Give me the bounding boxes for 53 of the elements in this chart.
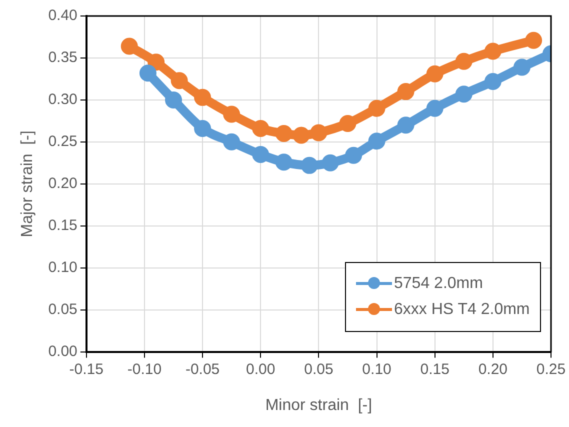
x-tick-label: 0.10 <box>362 360 392 378</box>
point <box>339 114 356 132</box>
point <box>345 146 362 164</box>
legend-label: 6xxx HS T4 2.0mm <box>394 300 530 319</box>
point <box>368 100 386 117</box>
x-tick-label: 0.20 <box>478 360 508 378</box>
x-tick-label: 0.25 <box>536 360 566 378</box>
y-tick-label: 0.05 <box>48 300 78 318</box>
x-axis-title: Minor strain [-] <box>265 396 372 414</box>
point <box>426 100 444 117</box>
point <box>310 124 328 142</box>
y-tick-label: 0.10 <box>48 258 78 276</box>
point <box>165 91 182 108</box>
point <box>397 83 414 100</box>
point <box>455 52 472 70</box>
y-tick-label: 0.40 <box>48 7 78 24</box>
point <box>194 88 212 106</box>
point <box>292 126 310 144</box>
point <box>223 106 240 123</box>
x-tick-label: -0.05 <box>185 360 220 378</box>
point <box>148 54 165 71</box>
point <box>194 120 212 137</box>
y-tick-label: 0.30 <box>48 91 78 108</box>
legend-label: 5754 2.0mm <box>394 274 483 293</box>
point <box>322 154 339 172</box>
point <box>223 133 240 150</box>
x-tick-label: 0.00 <box>246 360 276 378</box>
y-axis-title: Major strain [-] <box>19 130 36 238</box>
point <box>252 146 270 164</box>
point <box>455 86 472 103</box>
y-tick-label: 0.35 <box>48 49 78 66</box>
y-tick-label: 0.20 <box>48 175 78 192</box>
point <box>484 42 502 60</box>
point <box>275 125 292 142</box>
point <box>120 38 138 55</box>
point <box>139 64 156 82</box>
x-tick-label: -0.10 <box>127 360 162 378</box>
x-tick-label: -0.15 <box>69 360 104 378</box>
point <box>300 156 318 174</box>
point <box>170 72 188 90</box>
x-tick-label: 0.05 <box>304 360 334 378</box>
x-tick-label: 0.15 <box>420 360 450 378</box>
point <box>275 154 292 171</box>
point <box>426 65 444 82</box>
point <box>525 32 542 49</box>
point <box>513 58 530 76</box>
y-tick-label: 0.15 <box>48 217 78 234</box>
point <box>397 116 414 134</box>
y-tick-label: 0.25 <box>48 133 78 150</box>
point <box>484 72 502 90</box>
point <box>368 132 386 150</box>
point <box>252 120 270 137</box>
y-tick-label: 0.00 <box>48 342 78 360</box>
